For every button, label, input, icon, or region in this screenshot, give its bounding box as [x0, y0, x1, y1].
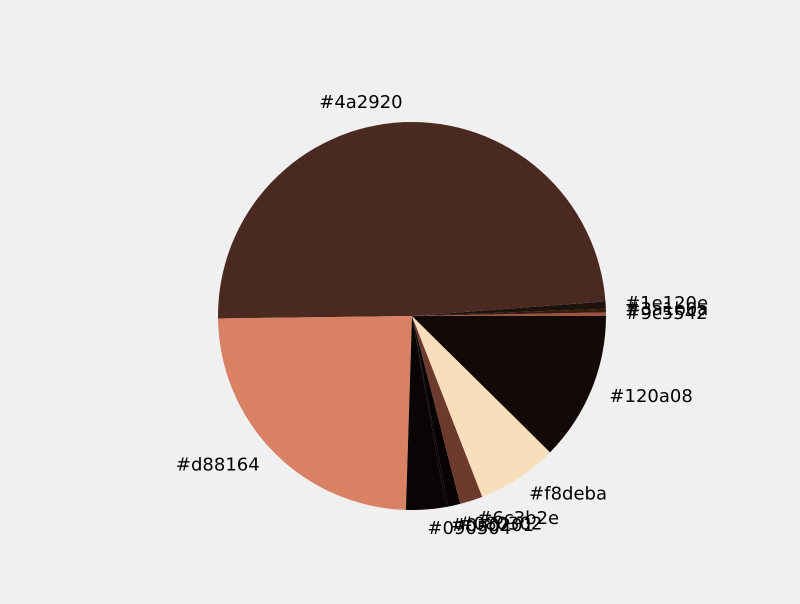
- pie-labels: #9c5542#3a1b0a#1e120e #4a2920 #d88164 #0905…: [176, 92, 708, 539]
- pie-slice-4: [218, 316, 412, 510]
- pie-label-1: #3a1b0a: [625, 299, 708, 320]
- pie-slice-7: [412, 316, 461, 507]
- pie-slice-1: [412, 308, 606, 316]
- pie-slice-2: [412, 301, 606, 316]
- pie-label-9: #f8deba: [529, 483, 607, 504]
- pie-slice-8: [412, 316, 483, 504]
- pie-label-8: #6c3b2e: [477, 508, 559, 529]
- pie-slice-5: [405, 316, 446, 510]
- pie-label-6: #0a0201: [451, 515, 534, 536]
- pie-label-3: #4a2920: [319, 92, 402, 113]
- pie-slices: [218, 121, 606, 510]
- pie-slice-3: [218, 121, 606, 319]
- pie-label-5: #090504: [427, 518, 511, 539]
- pie-label-7: #080302: [459, 513, 543, 534]
- pie-label-0: #9c5542: [625, 303, 707, 324]
- pie-slice-10: [412, 316, 606, 453]
- pie-label-10: #120a08: [609, 386, 692, 407]
- pie-label-2: #1e120e: [625, 293, 708, 314]
- pie-slice-9: [412, 316, 551, 497]
- pie-label-4: #d88164: [176, 454, 260, 475]
- pie-slice-0: [412, 312, 606, 316]
- pie-slice-6: [412, 316, 449, 508]
